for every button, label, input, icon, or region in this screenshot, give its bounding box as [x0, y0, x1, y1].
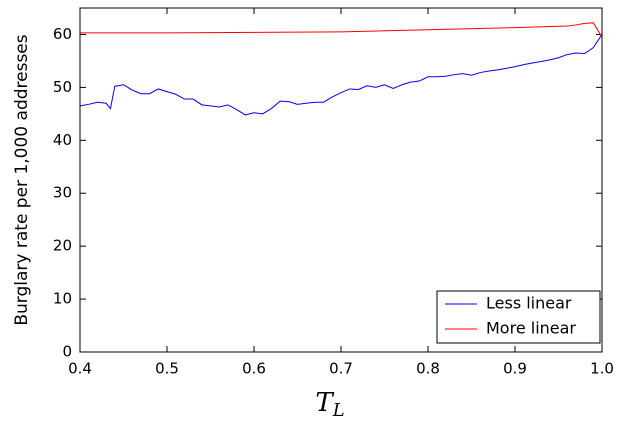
x-tick-label: 0.6: [242, 360, 266, 378]
y-axis-label: Burglary rate per 1,000 addresses: [12, 34, 32, 325]
y-tick-label: 40: [53, 131, 72, 149]
x-label-subscript: L: [332, 400, 345, 421]
legend-box: [436, 290, 601, 344]
x-tick-label: 0.9: [503, 360, 527, 378]
y-tick-label: 30: [53, 184, 72, 202]
series-line: [80, 22, 603, 38]
x-tick-label: 0.4: [68, 360, 92, 378]
y-tick-label: 10: [53, 290, 72, 308]
legend-label: Less linear: [486, 294, 572, 313]
series-line: [79, 34, 603, 116]
legend-label: More linear: [486, 319, 576, 338]
y-tick-label: 0: [62, 343, 72, 361]
y-tick-label: 50: [53, 78, 72, 96]
x-axis-label: TL: [315, 388, 344, 421]
x-tick-label: 0.5: [155, 360, 179, 378]
y-tick-label: 20: [53, 237, 72, 255]
x-tick-label: 0.7: [329, 360, 353, 378]
y-tick-label: 60: [53, 25, 72, 43]
x-tick-label: 0.8: [416, 360, 440, 378]
plot-frame: [79, 7, 603, 353]
x-tick-label: 1.0: [590, 360, 614, 378]
x-label-main: T: [315, 388, 334, 418]
